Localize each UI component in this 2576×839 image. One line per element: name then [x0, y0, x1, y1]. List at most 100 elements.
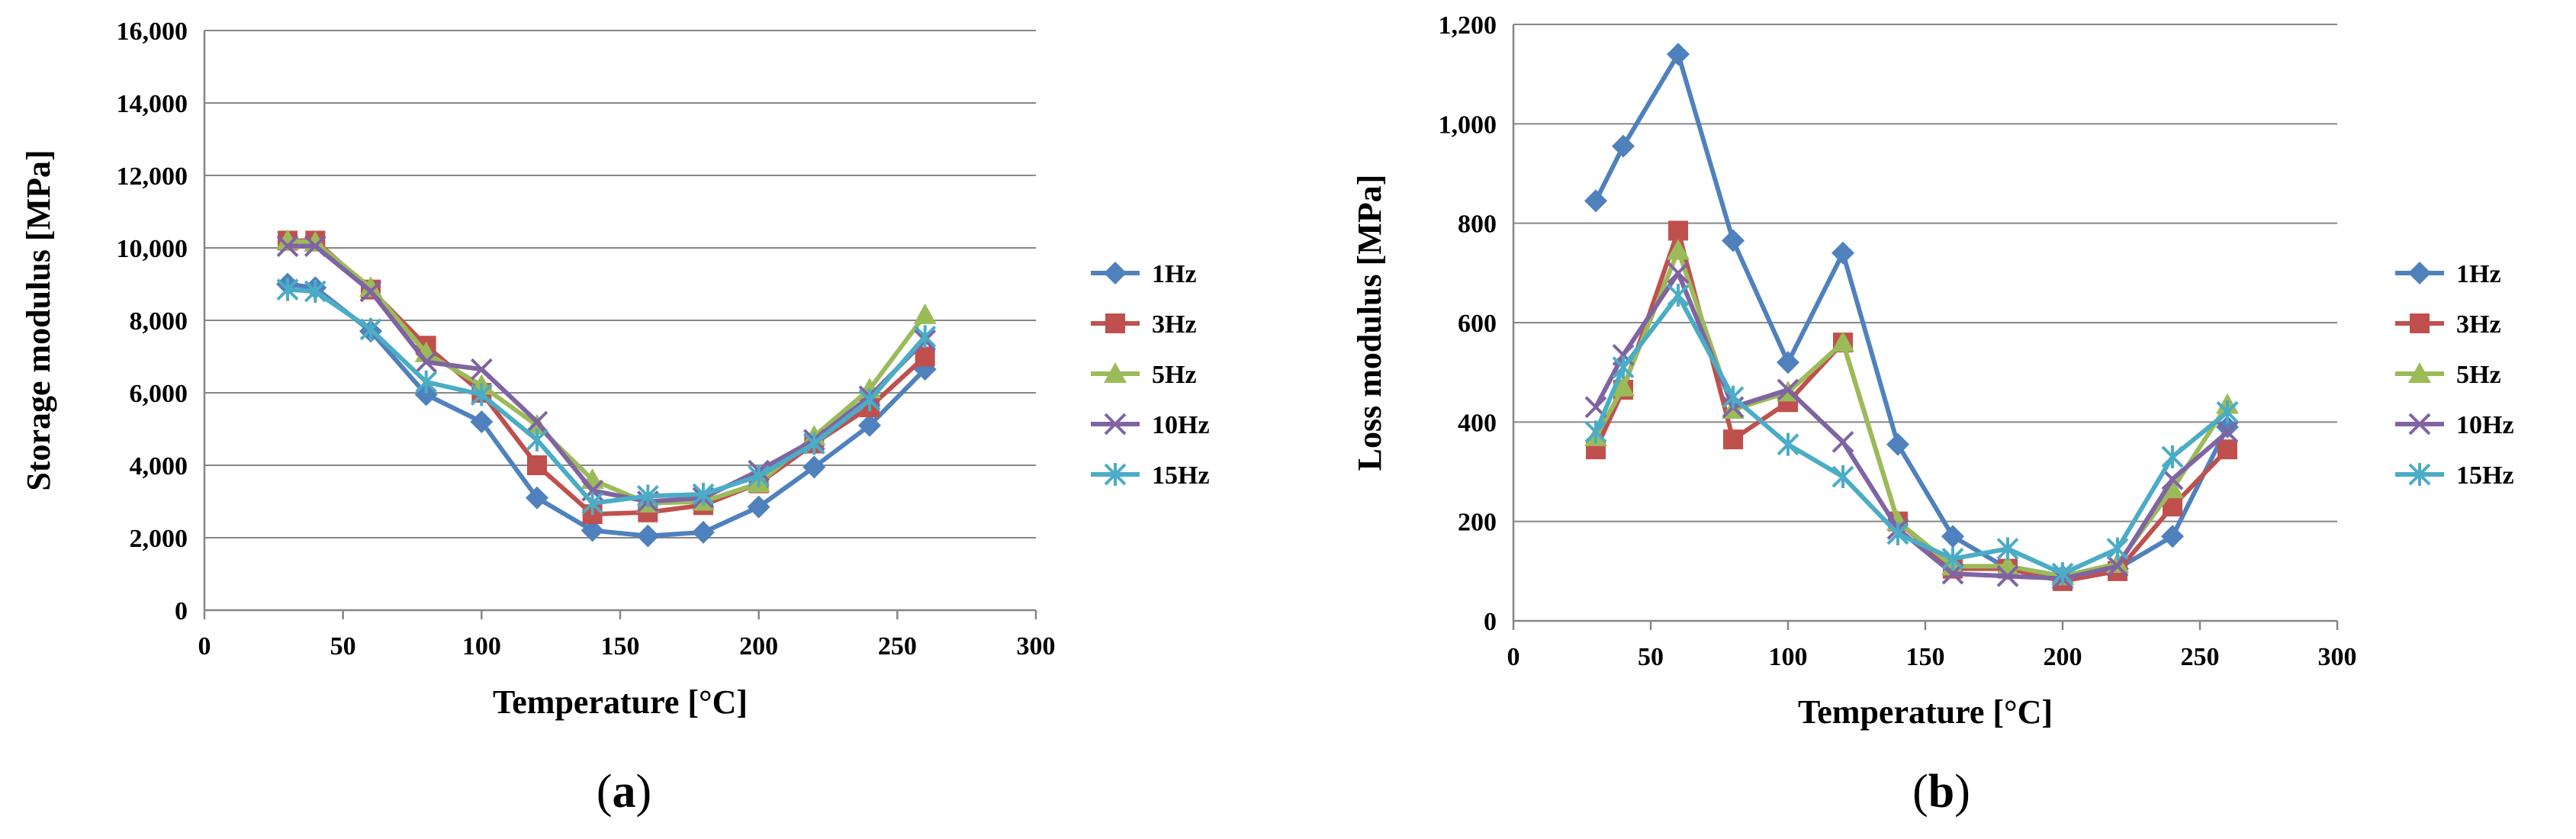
data-point-1Hz [1584, 189, 1607, 213]
data-point-3Hz [1723, 429, 1743, 450]
x-tick-label: 50 [330, 632, 356, 661]
data-point-1Hz [1886, 432, 1909, 456]
series-3Hz [278, 230, 935, 525]
data-point-3Hz [1668, 220, 1688, 241]
data-point-5Hz [359, 276, 382, 297]
data-point-10Hz [526, 410, 548, 433]
data-point-15Hz [802, 432, 825, 455]
data-point-3Hz [2217, 439, 2237, 460]
data-point-15Hz [1722, 385, 1745, 409]
y-tick-label: 12,000 [117, 162, 188, 191]
y-tick-label: 4,000 [130, 452, 188, 481]
legend-marker [1104, 413, 1127, 436]
x-tick-label: 50 [1638, 643, 1664, 671]
y-tick-label: 14,000 [117, 90, 188, 118]
data-point-15Hz [2051, 562, 2074, 586]
x-tick-label: 300 [2318, 643, 2357, 671]
data-point-15Hz [748, 465, 770, 488]
legend-marker [2410, 313, 2430, 333]
data-point-15Hz [692, 483, 715, 506]
x-tick-label: 100 [1769, 643, 1808, 671]
y-tick-label: 6,000 [130, 380, 188, 408]
data-point-15Hz [470, 383, 493, 407]
y-axis-title: Storage modulus [MPa] [20, 149, 57, 490]
legend-label: 3Hz [2456, 310, 2501, 339]
data-point-5Hz [1612, 375, 1635, 397]
series-15Hz [276, 278, 937, 515]
legend-label: 5Hz [2456, 361, 2501, 389]
y-tick-label: 16,000 [117, 18, 188, 46]
legend-label: 3Hz [1152, 310, 1197, 339]
data-point-1Hz [636, 524, 660, 548]
panel-caption: (b) [1912, 766, 1970, 818]
legend-item-3Hz: 3Hz [1091, 310, 1197, 339]
data-point-10Hz [359, 280, 382, 303]
data-point-1Hz [1832, 241, 1854, 265]
data-point-10Hz [2106, 555, 2129, 577]
x-axis-title: Temperature [°C] [493, 683, 748, 721]
data-point-3Hz [527, 455, 547, 475]
y-tick-label: 0 [175, 597, 188, 625]
x-tick-label: 250 [878, 632, 917, 661]
data-point-15Hz [2161, 445, 2184, 468]
legend-marker [2408, 262, 2431, 284]
data-point-15Hz [276, 278, 299, 301]
legend-marker [1104, 262, 1127, 284]
legend-item-1Hz: 1Hz [1091, 260, 1197, 288]
panel-caption: (a) [597, 766, 651, 818]
legend-label: 10Hz [1152, 411, 1210, 439]
data-point-10Hz [304, 235, 326, 258]
legend-label: 15Hz [2456, 461, 2514, 490]
data-point-5Hz [2161, 477, 2184, 499]
legend-marker [2408, 463, 2431, 486]
data-point-5Hz [1667, 239, 1690, 260]
data-point-1Hz [526, 486, 548, 510]
data-point-5Hz [1832, 331, 1854, 352]
series-line-10Hz [288, 243, 927, 504]
chart-panel-b: 0 200 400 600 800 1,000 1,200 0 50 100 150 200 250 30… [1351, 11, 2513, 818]
data-point-10Hz [2216, 420, 2239, 443]
series-line-3Hz [288, 238, 927, 517]
legend-label: 10Hz [2456, 411, 2514, 439]
data-point-10Hz [1667, 262, 1690, 284]
data-point-10Hz [470, 358, 493, 381]
x-tick-label: 150 [1906, 643, 1945, 671]
legend-label: 15Hz [1152, 461, 1210, 490]
data-point-10Hz [1832, 430, 1854, 453]
legend: 1Hz 3Hz 5Hz 10Hz 15Hz [1091, 260, 1210, 490]
x-tick-label: 200 [2044, 643, 2082, 671]
y-axis-title: Loss modulus [MPa] [1351, 175, 1388, 471]
data-point-15Hz [2106, 537, 2129, 561]
data-point-15Hz [858, 388, 881, 412]
legend-label: 1Hz [2456, 260, 2501, 288]
data-point-15Hz [1832, 465, 1854, 489]
legend-item-10Hz: 10Hz [1091, 411, 1210, 439]
data-point-1Hz [802, 455, 826, 479]
series-line-5Hz [287, 238, 928, 506]
data-point-15Hz [1584, 420, 1607, 444]
x-axis-title: Temperature [°C] [1798, 693, 2053, 731]
legend-marker [1104, 463, 1127, 486]
data-point-15Hz [581, 491, 604, 515]
legend-item-15Hz: 15Hz [1091, 461, 1210, 490]
legend-marker [2408, 413, 2431, 436]
legend-marker [1104, 362, 1127, 383]
data-point-1Hz [470, 410, 494, 433]
y-tick-label: 0 [1484, 608, 1497, 636]
data-point-15Hz [914, 325, 937, 349]
data-point-1Hz [1722, 229, 1745, 252]
series-15Hz [1584, 284, 2239, 586]
x-tick-label: 150 [601, 632, 640, 661]
data-point-15Hz [304, 280, 326, 303]
data-point-15Hz [636, 484, 659, 508]
data-point-10Hz [276, 235, 299, 258]
series-10Hz [276, 235, 937, 513]
data-point-1Hz [2216, 415, 2239, 439]
y-tick-label: 800 [1458, 211, 1497, 239]
legend-item-5Hz: 5Hz [2395, 361, 2501, 389]
data-point-1Hz [580, 519, 604, 542]
series-line-15Hz [287, 287, 927, 506]
series-1Hz [276, 272, 937, 548]
data-point-15Hz [1886, 522, 1909, 545]
